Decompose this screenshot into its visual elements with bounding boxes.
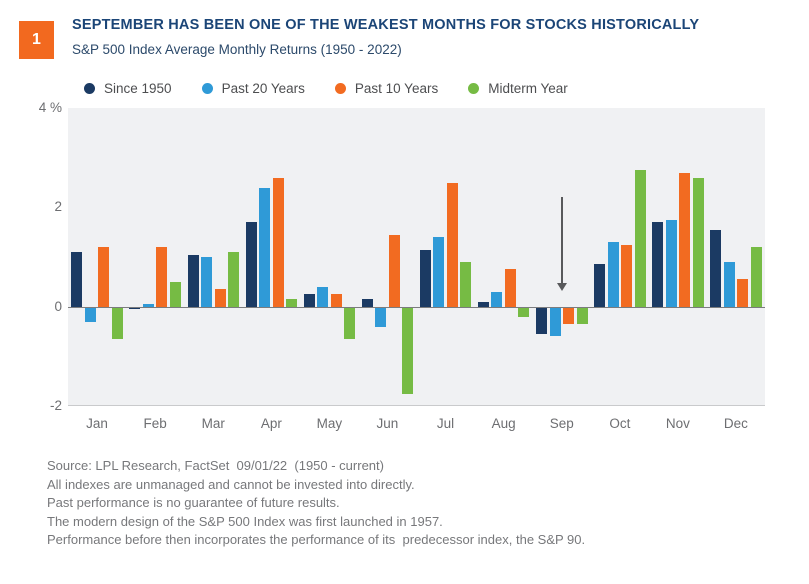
bar-sep-midterm-year [576, 306, 588, 325]
chart-title: SEPTEMBER HAS BEEN ONE OF THE WEAKEST MO… [72, 17, 700, 33]
bar-dec-since-1950 [710, 229, 722, 307]
x-axis-label-jan: Jan [86, 416, 108, 431]
bar-nov-past-20-years [665, 219, 677, 307]
bar-mar-past-20-years [201, 257, 212, 307]
arrow-head [556, 283, 567, 291]
bar-oct-past-20-years [607, 242, 619, 307]
bar-sep-past-10-years [563, 306, 574, 325]
bar-dec-past-10-years [737, 279, 749, 307]
bar-feb-since-1950 [129, 306, 141, 310]
footnote-line: All indexes are unmanaged and cannot be … [47, 476, 415, 492]
bar-apr-past-20-years [259, 187, 270, 307]
zero-axis-line [68, 306, 765, 308]
bar-sep-since-1950 [536, 306, 547, 334]
bar-mar-midterm-year [228, 252, 239, 307]
legend-item-past-10-years: Past 10 Years [334, 81, 439, 96]
bar-chart-plot-area [68, 108, 765, 406]
footnote-line: Performance before then incorporates the… [47, 532, 586, 547]
chart-subtitle: S&P 500 Index Average Monthly Returns (1… [72, 42, 402, 57]
bar-may-past-10-years [330, 294, 342, 307]
bar-jan-midterm-year [111, 306, 123, 339]
bar-oct-midterm-year [634, 170, 646, 307]
bar-may-past-20-years [317, 286, 329, 307]
y-axis-label-2: 2 [54, 199, 62, 215]
bar-aug-since-1950 [477, 301, 489, 307]
x-axis-label-apr: Apr [260, 416, 282, 431]
legend-label: Past 10 Years [354, 81, 439, 96]
legend-item-midterm-year: Midterm Year [468, 81, 568, 96]
bar-jul-past-10-years [446, 182, 458, 307]
bar-nov-past-10-years [679, 172, 691, 307]
x-axis: Jan Feb Mar Apr May Jun Jul Aug Sep Oct Nov Dec [68, 416, 765, 434]
x-axis-label-nov: Nov [665, 416, 690, 431]
x-axis-label-aug: Aug [491, 416, 516, 431]
bar-jan-past-10-years [98, 247, 110, 307]
legend-label: Midterm Year [488, 81, 568, 96]
legend-dot-icon [468, 83, 480, 94]
figure-number-badge: 1 [19, 21, 54, 59]
bar-jun-since-1950 [361, 299, 373, 307]
bar-jul-past-20-years [433, 237, 445, 307]
legend-item-since-1950: Since 1950 [84, 81, 172, 96]
bar-may-since-1950 [303, 294, 315, 307]
bar-jun-past-20-years [375, 306, 387, 327]
footnotes: Source: LPL Research, FactSet 09/01/22 (… [47, 457, 787, 550]
bar-jan-since-1950 [71, 252, 83, 307]
bar-nov-since-1950 [652, 222, 664, 307]
bar-jan-past-20-years [84, 306, 96, 322]
x-axis-label-dec: Dec [723, 416, 748, 431]
bar-jun-midterm-year [402, 306, 414, 394]
footnote-line: Past performance is no guarantee of futu… [47, 495, 340, 510]
bar-jul-midterm-year [460, 262, 472, 307]
x-axis-label-jul: Jul [436, 416, 455, 431]
bar-sep-past-20-years [549, 306, 561, 337]
y-axis: 4 % 2 0 -2 [0, 100, 62, 413]
y-axis-label-neg2: -2 [49, 398, 62, 413]
bar-apr-past-10-years [272, 177, 284, 307]
bar-feb-past-20-years [142, 304, 154, 307]
x-axis-label-feb: Feb [143, 416, 167, 431]
footnote-line: The modern design of the S&P 500 Index w… [47, 513, 443, 529]
legend-dot-icon [84, 83, 95, 94]
legend-label: Past 20 Years [221, 81, 305, 96]
y-axis-label-0: 0 [54, 298, 62, 314]
x-axis-label-oct: Oct [609, 416, 631, 431]
bar-mar-past-10-years [214, 289, 226, 307]
bar-mar-since-1950 [187, 254, 199, 307]
bar-oct-past-10-years [621, 244, 632, 307]
legend: Since 1950 Past 20 Years Past 10 Years Midt… [84, 81, 568, 96]
legend-label: Since 1950 [104, 81, 172, 96]
bar-aug-past-20-years [491, 291, 503, 307]
bar-oct-since-1950 [594, 264, 605, 307]
bar-nov-midterm-year [692, 177, 704, 307]
x-axis-label-may: May [316, 416, 343, 431]
y-axis-label-4: 4 % [38, 100, 62, 115]
bar-aug-midterm-year [518, 306, 530, 317]
bar-apr-since-1950 [245, 222, 257, 307]
bar-may-midterm-year [344, 306, 356, 339]
arrow-line [560, 197, 563, 283]
bar-aug-past-10-years [504, 269, 516, 307]
x-axis-label-mar: Mar [201, 416, 225, 431]
footnote-line: Source: LPL Research, FactSet 09/01/22 (… [47, 458, 384, 473]
bar-feb-past-10-years [156, 247, 168, 307]
bar-dec-past-20-years [723, 262, 735, 307]
bar-jul-since-1950 [419, 249, 431, 307]
bar-feb-midterm-year [169, 281, 181, 307]
x-axis-label-sep: Sep [549, 416, 574, 431]
x-axis-label-jun: Jun [376, 416, 399, 431]
september-down-arrow-icon [556, 197, 568, 291]
legend-item-past-20-years: Past 20 Years [201, 81, 305, 96]
bar-dec-midterm-year [750, 247, 762, 307]
bar-jun-past-10-years [388, 234, 400, 307]
bar-apr-midterm-year [286, 299, 297, 307]
legend-dot-icon [334, 83, 346, 94]
legend-dot-icon [201, 83, 213, 94]
